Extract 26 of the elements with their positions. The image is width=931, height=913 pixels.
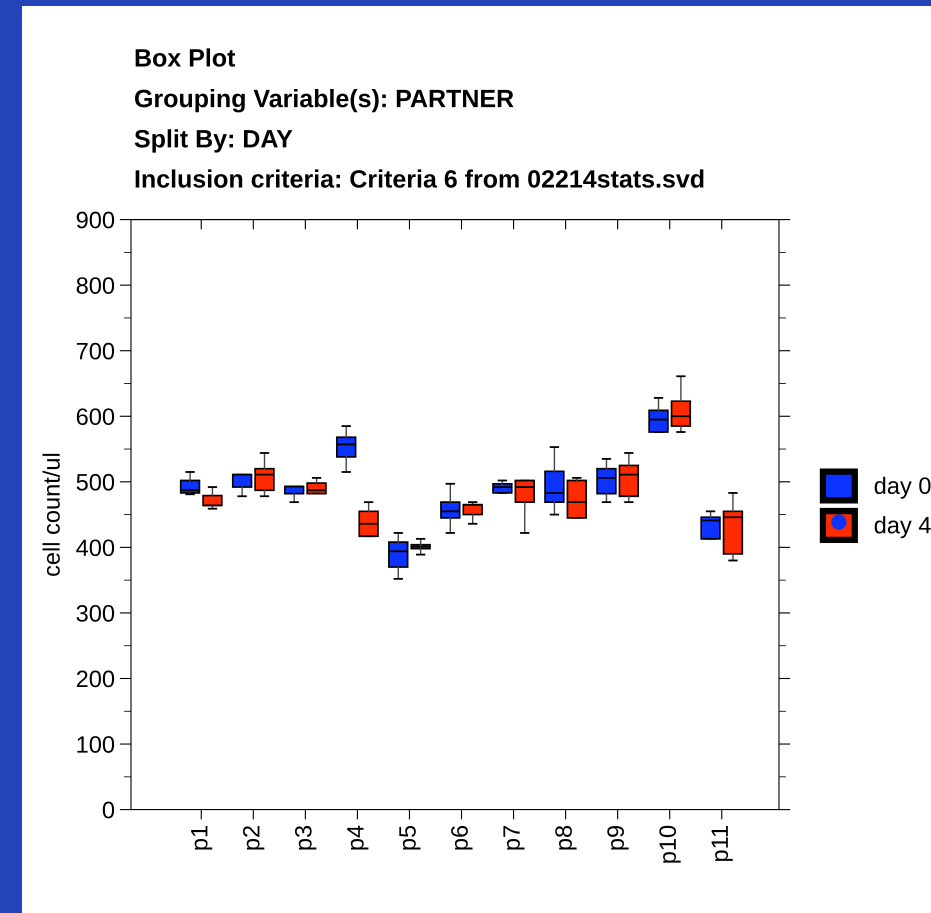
legend-label: day 0 <box>874 476 931 499</box>
y-tick-label: 400 <box>76 539 114 556</box>
x-tick-label: p1 <box>191 826 212 850</box>
chart-title: Box Plot <box>136 48 236 67</box>
y-tick-label: 600 <box>76 408 114 426</box>
x-tick-label: p10 <box>659 826 681 863</box>
x-tick-label: p9 <box>607 826 629 850</box>
y-tick-label: 700 <box>76 342 114 360</box>
x-tick-label: p4 <box>347 826 368 850</box>
y-tick-label: 0 <box>102 802 114 818</box>
x-tick-label: p6 <box>451 826 473 850</box>
y-tick-label: 800 <box>76 277 114 294</box>
x-tick-label: p3 <box>294 826 316 850</box>
x-tick-label: p2 <box>242 826 264 850</box>
y-tick-label: 300 <box>76 605 114 622</box>
x-tick-label: p11 <box>712 826 733 862</box>
y-tick-label: 200 <box>76 670 114 688</box>
legend-label: day 4 <box>874 516 931 538</box>
x-tick-label: p7 <box>503 826 525 850</box>
y-axis-title: cell count/ul <box>42 454 60 576</box>
y-tick-label: 100 <box>77 736 114 753</box>
chart-subtitle: Grouping Variable(s): PARTNER Split By: DAY Inclusion criteria: Criteria 6 from 02214stats.svd <box>134 89 704 188</box>
y-tick-label: 500 <box>76 474 114 491</box>
x-tick-label: p5 <box>399 826 420 850</box>
x-tick-label: p8 <box>555 826 577 850</box>
y-tick-label: 900 <box>76 212 114 228</box>
